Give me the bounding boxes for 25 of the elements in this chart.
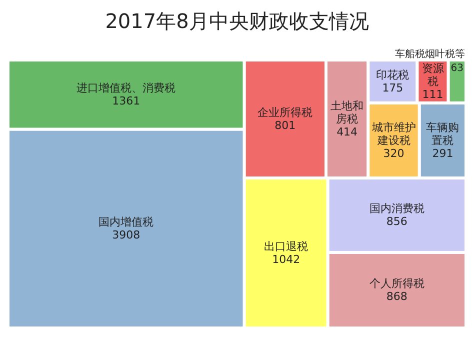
data-label: 320 xyxy=(383,146,404,160)
data-label: 3908 xyxy=(112,228,140,242)
data-label: 1042 xyxy=(272,252,300,266)
category-label: 进口增值税、消费税 xyxy=(76,82,176,95)
category-label: 土地和房税 xyxy=(330,99,364,126)
category-label: 出口退税 xyxy=(264,240,308,253)
category-label: 国内消费税 xyxy=(369,202,424,216)
category-label: 车辆购置税 xyxy=(426,120,460,147)
category-label: 企业所得税 xyxy=(258,106,313,119)
category-label: 资源税 xyxy=(422,62,444,88)
data-label: 291 xyxy=(432,146,454,160)
category-label: 车船税烟叶税等 xyxy=(395,48,465,60)
category-label: 国内增值税 xyxy=(98,216,154,229)
data-label: 1361 xyxy=(112,94,140,108)
data-label: 801 xyxy=(274,118,296,132)
data-label: 175 xyxy=(382,81,404,94)
category-label: 城市维护建设税 xyxy=(370,120,416,147)
data-label: 63 xyxy=(450,63,464,74)
data-label: 868 xyxy=(386,290,408,304)
category-label: 个人所得税 xyxy=(369,277,424,290)
data-label: 414 xyxy=(336,125,358,138)
category-label: 印花税 xyxy=(376,68,410,82)
data-label: 111 xyxy=(422,88,444,101)
data-label: 856 xyxy=(386,215,408,228)
text: 2017年8月中央财政收支情况 xyxy=(104,8,370,34)
